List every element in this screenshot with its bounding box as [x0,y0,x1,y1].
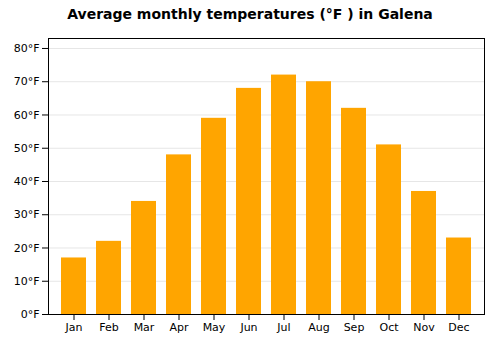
svg-text:Sep: Sep [344,321,365,334]
svg-text:60°F: 60°F [14,109,40,122]
svg-text:Nov: Nov [413,321,435,334]
svg-text:Mar: Mar [134,321,155,334]
svg-text:Aug: Aug [308,321,329,334]
svg-text:May: May [203,321,226,334]
svg-text:70°F: 70°F [14,75,40,88]
svg-text:50°F: 50°F [14,142,40,155]
svg-text:Feb: Feb [99,321,118,334]
svg-text:0°F: 0°F [21,308,40,321]
svg-text:Jan: Jan [65,321,83,334]
svg-text:Jun: Jun [239,321,257,334]
svg-text:80°F: 80°F [14,42,40,55]
svg-text:10°F: 10°F [14,275,40,288]
svg-text:20°F: 20°F [14,242,40,255]
svg-text:Oct: Oct [379,321,399,334]
svg-text:Jul: Jul [276,321,290,334]
svg-text:Dec: Dec [448,321,469,334]
svg-text:Apr: Apr [169,321,189,334]
svg-text:30°F: 30°F [14,208,40,221]
svg-text:40°F: 40°F [14,175,40,188]
html-text:Average monthly temperatures (: Average monthly temperatures (°F ) in Ga… [67,6,433,22]
